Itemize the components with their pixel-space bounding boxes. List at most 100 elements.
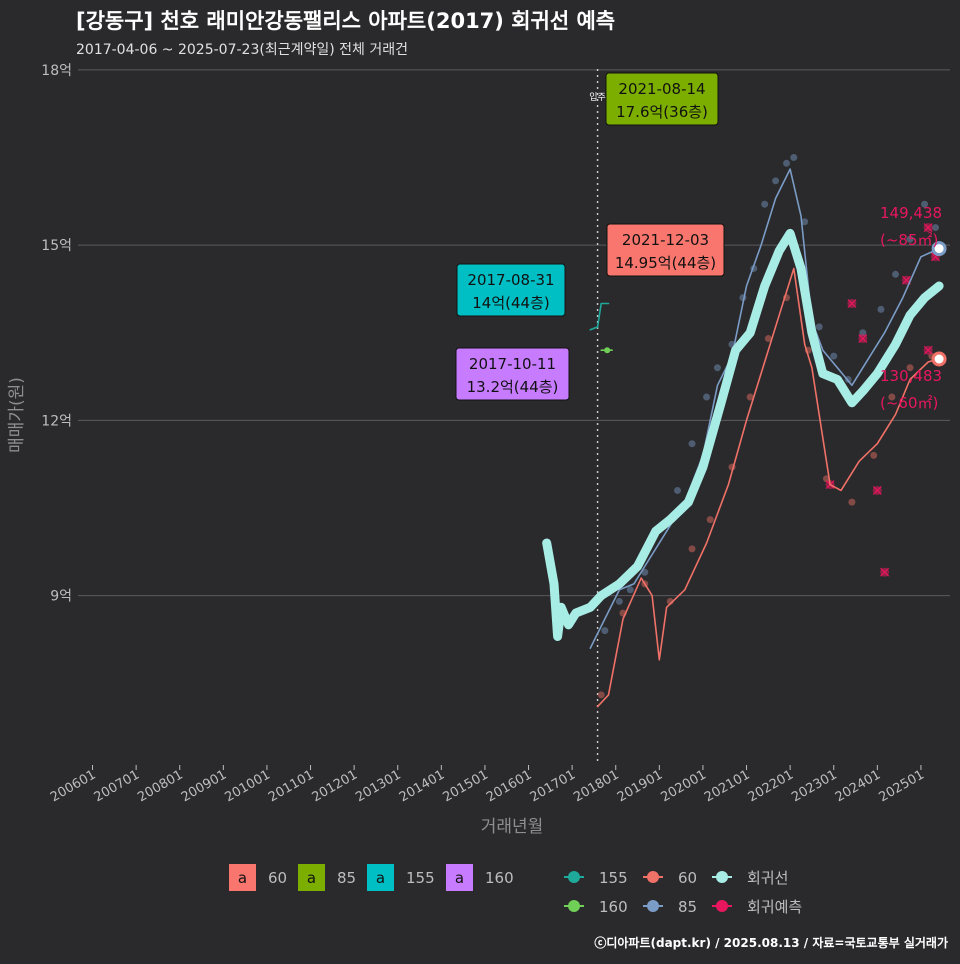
scatter-point-85 bbox=[615, 597, 623, 605]
scatter-point-85 bbox=[906, 235, 914, 243]
annotation-box-85 bbox=[605, 72, 719, 126]
x-tick-label: 201401 bbox=[397, 767, 447, 805]
x-tick-label: 202101 bbox=[702, 767, 752, 805]
legend-line-label-60: 60 bbox=[678, 869, 697, 887]
x-tick-label: 202301 bbox=[789, 767, 839, 805]
scatter-point-85 bbox=[815, 323, 823, 331]
annotation-box-60 bbox=[606, 223, 725, 277]
scatter-point-85 bbox=[688, 440, 696, 448]
legend-fill-key-160 bbox=[446, 864, 473, 891]
x-tick-label: 201901 bbox=[615, 767, 665, 805]
x-tick-label: 201001 bbox=[222, 767, 272, 805]
y-axis-label: 매매가(원) bbox=[7, 377, 27, 453]
line-series-155 bbox=[589, 302, 610, 331]
end-label-area-85: (~85㎡) bbox=[880, 231, 938, 249]
forecast-cross bbox=[923, 223, 933, 232]
end-label-value-60: 130,483 bbox=[880, 367, 942, 385]
annotation-date-155: 2017-08-31 bbox=[467, 271, 554, 289]
legend-fill-label-60: 60 bbox=[268, 869, 287, 887]
scatter-point-60 bbox=[688, 545, 696, 553]
scatter-point-60 bbox=[746, 393, 754, 401]
forecast-cross bbox=[858, 334, 868, 343]
legend-line-dot-회귀선 bbox=[716, 871, 728, 883]
scatter-point-85 bbox=[703, 393, 711, 401]
scatter-point-85 bbox=[921, 200, 929, 208]
forecast-cross bbox=[923, 345, 933, 355]
y-tick-label: 15억 bbox=[41, 238, 72, 254]
legend-fill-label-85: 85 bbox=[337, 869, 356, 887]
line-series-160-dot bbox=[604, 347, 611, 354]
scatter-point-60 bbox=[597, 691, 605, 699]
scatter-point-60 bbox=[888, 393, 896, 401]
legend-fill-key-155 bbox=[367, 864, 394, 891]
annotation-date-60: 2021-12-03 bbox=[622, 231, 709, 249]
annotation-value-160: 13.2억(44층) bbox=[467, 378, 559, 396]
scatter-point-85 bbox=[713, 364, 721, 372]
legend-fill-glyph: a bbox=[455, 869, 464, 887]
legend-fill-key-85 bbox=[298, 864, 325, 891]
scatter-point-85 bbox=[877, 305, 885, 313]
scatter-point-85 bbox=[761, 200, 769, 208]
forecast-cross bbox=[847, 299, 857, 308]
legend-fill-glyph: a bbox=[307, 869, 316, 887]
scatter-point-60 bbox=[848, 498, 856, 506]
end-label-area-60: (~60㎡) bbox=[880, 394, 938, 412]
scatter-point-85 bbox=[830, 352, 838, 360]
line-series-85 bbox=[589, 168, 940, 649]
x-tick-label: 201801 bbox=[571, 767, 621, 805]
legend-line-dot-85 bbox=[647, 900, 659, 912]
y-tick-label: 9억 bbox=[50, 589, 72, 605]
x-tick-label: 202401 bbox=[833, 767, 883, 805]
legend-fill-label-160: 160 bbox=[485, 869, 514, 887]
scatter-point-60 bbox=[906, 364, 914, 372]
legend-line-dot-회귀예측 bbox=[716, 900, 728, 912]
scatter-point-85 bbox=[790, 153, 798, 161]
move-in-label: 입주 bbox=[589, 91, 606, 103]
x-tick-label: 200901 bbox=[179, 767, 229, 805]
x-tick-label: 201101 bbox=[266, 767, 316, 805]
scatter-point-85 bbox=[601, 627, 609, 635]
x-tick-label: 201301 bbox=[353, 767, 403, 805]
line-series-regression bbox=[542, 228, 944, 641]
end-marker-85 bbox=[931, 241, 947, 257]
plot-area: 9억 12억 15억 18억 20060120070120080120090120100… bbox=[41, 63, 950, 805]
scatter-point-85 bbox=[783, 159, 790, 167]
x-tick-label: 200701 bbox=[92, 767, 142, 805]
forecast-cross bbox=[880, 567, 890, 577]
scatter-point-85 bbox=[801, 218, 809, 226]
scatter-point-85 bbox=[674, 486, 681, 494]
legend-line-dot-60 bbox=[647, 871, 659, 883]
legend-line-dot-155 bbox=[568, 871, 580, 883]
legend-fill-label-155: 155 bbox=[406, 869, 435, 887]
scatter-point-85 bbox=[931, 224, 939, 232]
scatter-point-85 bbox=[772, 177, 780, 185]
scatter-point-85 bbox=[892, 270, 899, 278]
legend-line-label-155: 155 bbox=[599, 869, 628, 887]
x-tick-label: 201501 bbox=[440, 767, 490, 805]
end-label-value-85: 149,438 bbox=[880, 204, 942, 222]
x-tick-label: 201701 bbox=[528, 767, 578, 805]
x-tick-label: 201201 bbox=[310, 767, 360, 805]
annotation-value-60: 14.95억(44층) bbox=[615, 254, 716, 272]
annotation-box-155 bbox=[456, 263, 566, 317]
legend-fill-glyph: a bbox=[238, 869, 247, 887]
x-tick-label: 202001 bbox=[658, 767, 708, 805]
line-series-60 bbox=[596, 267, 940, 708]
legend-line-label-회귀예측: 회귀예측 bbox=[747, 898, 802, 916]
x-axis-label: 거래년월 bbox=[481, 817, 544, 837]
scatter-point-60 bbox=[706, 516, 714, 524]
legend-line-label-160: 160 bbox=[599, 898, 628, 916]
scatter-point-60 bbox=[870, 451, 878, 459]
legend-fill-glyph: a bbox=[376, 869, 385, 887]
annotation-value-155: 14억(44층) bbox=[472, 294, 549, 312]
x-tick-label: 202501 bbox=[876, 767, 926, 805]
y-tick-label: 18억 bbox=[41, 63, 72, 79]
credit-text: ⓒ디아파트(dapt.kr) / 2025.08.13 / 자료=국토교통부 실… bbox=[594, 935, 948, 950]
chart-title: [강동구] 천호 래미안강동팰리스 아파트(2017) 회귀선 예측 bbox=[76, 9, 615, 33]
x-tick-label: 200801 bbox=[135, 767, 185, 805]
forecast-cross bbox=[872, 486, 882, 495]
annotation-box-160 bbox=[455, 347, 570, 401]
annotation-date-160: 2017-10-11 bbox=[469, 355, 556, 373]
scatter-point-85 bbox=[626, 586, 634, 594]
